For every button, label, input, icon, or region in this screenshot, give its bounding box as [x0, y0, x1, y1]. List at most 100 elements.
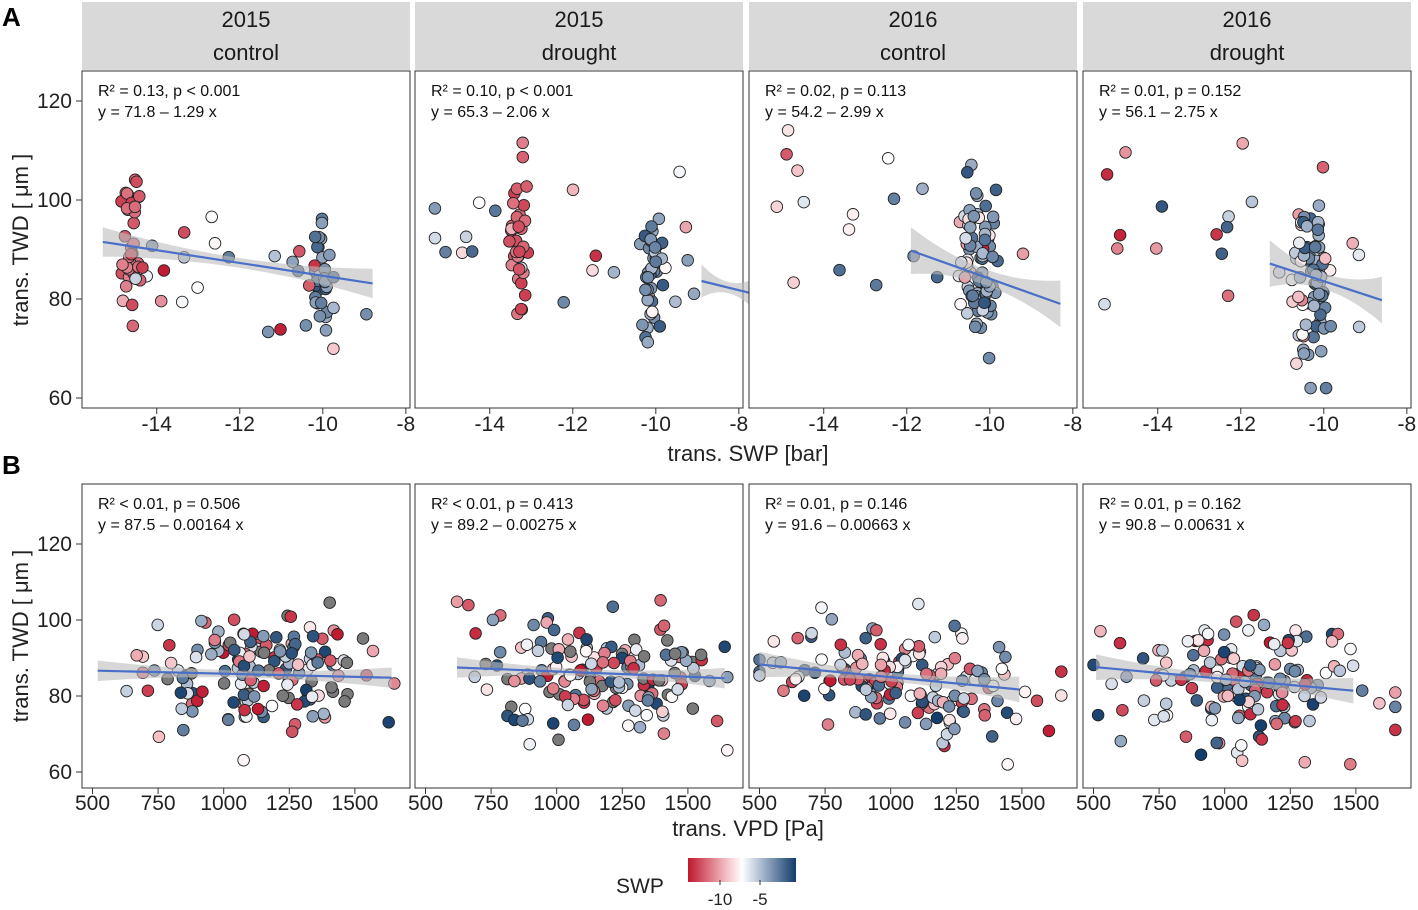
data-point: [930, 711, 944, 725]
data-point: [1288, 665, 1302, 678]
data-point: [791, 631, 804, 645]
data-point: [859, 708, 872, 721]
legend-tick-label: -10: [708, 890, 733, 909]
data-point: [175, 702, 188, 715]
data-point: [1333, 664, 1347, 678]
data-point: [607, 266, 621, 279]
data-point: [948, 619, 961, 633]
data-point: [177, 723, 190, 737]
data-point: [136, 261, 149, 274]
data-point: [1116, 703, 1129, 717]
x-tick-label: -10: [641, 413, 671, 436]
data-point: [1000, 706, 1014, 719]
y-tick-label: 100: [37, 189, 72, 212]
data-point: [237, 753, 250, 767]
data-point: [815, 601, 828, 614]
data-point: [551, 651, 564, 664]
data-point: [356, 632, 370, 645]
data-point: [195, 614, 208, 628]
facet-strip: [415, 2, 743, 70]
data-point: [1355, 684, 1369, 697]
x-tick-label: -8: [397, 413, 416, 436]
data-point: [639, 283, 652, 297]
data-point: [979, 199, 992, 213]
data-point: [978, 296, 991, 309]
data-point: [151, 618, 164, 632]
data-point: [428, 231, 442, 245]
data-point: [313, 309, 327, 323]
data-point: [514, 302, 528, 316]
data-point: [1203, 656, 1217, 669]
strip-treatment: control: [213, 40, 279, 65]
data-point: [1276, 698, 1289, 712]
panel-b-2: R² < 0.01, p = 0.413 y = 89.2 – 0.00275 x…: [408, 483, 744, 815]
data-point: [1159, 697, 1173, 710]
points: [1087, 608, 1402, 771]
data-point: [331, 628, 344, 641]
data-point: [948, 651, 962, 665]
strip-treatment: drought: [542, 40, 617, 65]
data-point: [679, 220, 693, 234]
strip-treatment: control: [880, 40, 946, 65]
data-point: [966, 289, 979, 302]
panel-a-1: 2015 control R² = 0.13, p < 0.001 y = 71.8 …: [37, 2, 415, 436]
data-point: [889, 686, 902, 700]
data-point: [164, 656, 178, 670]
data-point: [257, 646, 271, 660]
data-point: [285, 725, 299, 738]
data-point: [657, 619, 671, 633]
data-point: [439, 245, 452, 259]
data-point: [274, 323, 287, 336]
points: [428, 136, 701, 349]
data-point: [671, 683, 684, 696]
data-point: [1236, 137, 1249, 150]
data-point: [1016, 247, 1030, 261]
legend-colorbar: [688, 858, 796, 882]
strip-year: 2016: [1223, 7, 1272, 32]
data-point: [1352, 320, 1366, 334]
data-point: [293, 245, 306, 258]
data-point: [533, 675, 547, 688]
data-point: [1197, 644, 1211, 658]
strip-year: 2016: [889, 7, 938, 32]
x-tick-label: -14: [1143, 413, 1174, 436]
data-point: [1254, 719, 1268, 732]
x-tick-label: 750: [474, 792, 509, 815]
data-point: [1318, 252, 1332, 265]
data-point: [842, 223, 856, 236]
data-point: [567, 718, 581, 732]
data-point: [507, 196, 520, 210]
data-point: [196, 685, 209, 698]
data-point: [546, 717, 560, 730]
data-point: [227, 696, 240, 709]
data-point: [869, 278, 883, 292]
data-point: [552, 733, 565, 747]
y-tick-label: 80: [49, 288, 72, 311]
data-point: [1292, 290, 1305, 304]
data-point: [327, 301, 340, 315]
data-point: [273, 645, 287, 658]
data-point: [291, 658, 305, 671]
plot-area: [748, 483, 1078, 789]
data-point: [540, 616, 553, 629]
y-tick-label: 120: [37, 533, 72, 556]
data-point: [633, 720, 647, 734]
data-point: [323, 596, 336, 609]
data-point: [517, 199, 531, 212]
data-point: [462, 598, 475, 612]
x-tick-label: 500: [742, 792, 777, 815]
data-point: [265, 699, 279, 713]
data-point: [130, 175, 143, 188]
data-point: [512, 263, 526, 276]
data-point: [119, 280, 133, 293]
x-tick-label: 1250: [266, 792, 313, 815]
equation-annotation: y = 71.8 – 1.29 x: [98, 104, 217, 121]
data-point: [1255, 733, 1269, 746]
data-point: [1304, 381, 1317, 395]
swp-legend: SWP -10 -5: [616, 858, 796, 909]
data-point: [687, 287, 701, 301]
x-tick-label: -10: [308, 413, 338, 436]
equation-annotation: y = 56.1 – 2.75 x: [1099, 104, 1218, 121]
data-point: [969, 187, 983, 200]
r2-annotation: R² < 0.01, p = 0.506: [98, 496, 240, 513]
